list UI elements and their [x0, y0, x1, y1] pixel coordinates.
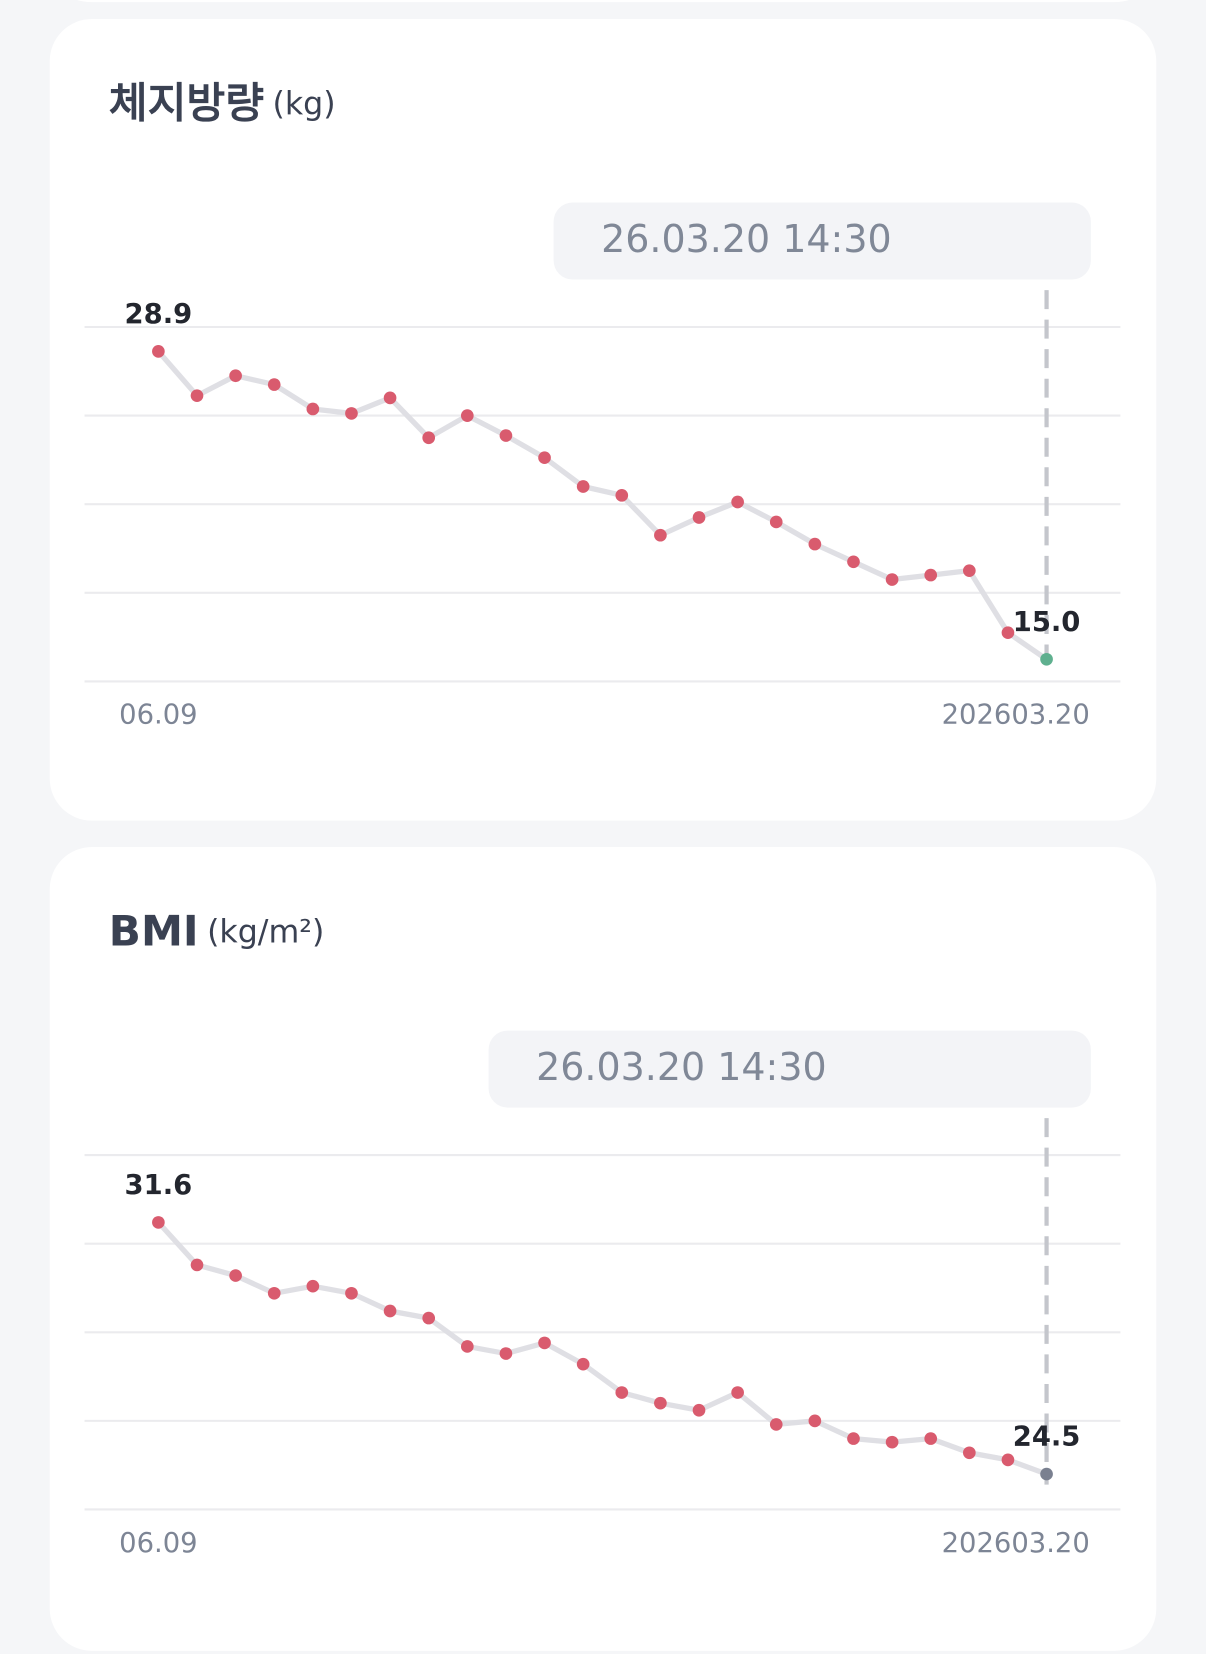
tooltip-box	[488, 1030, 1091, 1108]
point	[692, 511, 706, 524]
point	[190, 1258, 204, 1272]
point	[267, 1286, 281, 1300]
point	[345, 407, 358, 420]
point	[152, 345, 165, 358]
point	[229, 1269, 242, 1282]
title: BMI	[109, 906, 199, 955]
point	[306, 402, 320, 416]
unit: (kg/m²)	[207, 915, 324, 951]
point	[538, 451, 551, 465]
card-title: BMI (kg/m²)	[109, 906, 325, 955]
point	[847, 555, 860, 569]
point	[152, 1216, 165, 1229]
point	[422, 431, 436, 445]
point	[306, 1279, 320, 1293]
point	[345, 1286, 358, 1300]
point	[267, 378, 281, 391]
point	[808, 1414, 822, 1428]
point	[692, 1403, 706, 1417]
point	[499, 429, 513, 442]
point	[808, 537, 822, 551]
tooltip-box	[553, 202, 1091, 280]
point	[1001, 1453, 1015, 1467]
title: 체지방량	[109, 78, 264, 127]
point	[1040, 1467, 1053, 1481]
tooltip-date: 26.03.20 14:30	[601, 217, 892, 261]
point	[615, 1386, 629, 1399]
point	[924, 1432, 938, 1445]
x-tick-label: 202603.20	[942, 1528, 1090, 1559]
point	[847, 1432, 860, 1445]
point	[383, 1304, 397, 1318]
point	[654, 528, 667, 542]
x-tick-label: 202603.20	[942, 700, 1090, 731]
card-title: 체지방량 (kg)	[109, 78, 336, 127]
point	[538, 1336, 551, 1350]
point	[499, 1347, 513, 1360]
tooltip-date: 26.03.20 14:30	[536, 1045, 827, 1089]
point	[576, 1357, 590, 1371]
point	[769, 1418, 783, 1431]
point	[654, 1396, 667, 1410]
point	[885, 573, 899, 586]
point	[460, 1340, 474, 1353]
point	[963, 564, 976, 578]
point	[615, 489, 629, 502]
point	[190, 389, 204, 403]
point	[731, 1386, 744, 1399]
unit: (kg)	[272, 86, 335, 122]
point	[1040, 652, 1053, 666]
value-label: 31.6	[125, 1170, 193, 1201]
card-top-edge	[77, 0, 1129, 3]
point	[383, 391, 397, 405]
x-tick-label: 06.09	[119, 700, 197, 731]
point	[422, 1311, 436, 1325]
line	[156, 349, 1049, 662]
line	[156, 1220, 1048, 1477]
x-tick-label: 06.09	[119, 1528, 197, 1559]
value-label: 15.0	[1013, 607, 1081, 638]
point	[924, 568, 938, 582]
point	[460, 409, 474, 422]
value-label: 28.9	[125, 299, 193, 330]
value-label: 24.5	[1013, 1422, 1081, 1453]
point	[769, 515, 783, 529]
point	[1001, 626, 1015, 640]
point	[576, 480, 590, 493]
point	[229, 369, 242, 383]
point	[885, 1435, 899, 1449]
point	[963, 1446, 976, 1460]
point	[731, 495, 744, 509]
